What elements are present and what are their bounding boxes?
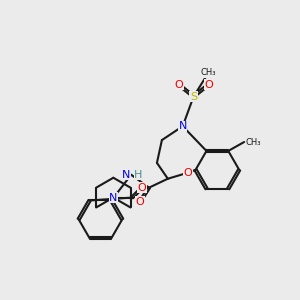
Text: O: O: [136, 196, 145, 206]
Text: N: N: [178, 121, 187, 131]
Text: O: O: [174, 80, 183, 90]
Text: CH₃: CH₃: [245, 137, 261, 146]
Text: O: O: [183, 168, 192, 178]
Text: O: O: [204, 80, 213, 90]
Text: CH₃: CH₃: [201, 68, 216, 77]
Text: S: S: [190, 92, 197, 101]
Text: N: N: [122, 170, 130, 180]
Text: H: H: [134, 170, 142, 180]
Text: O: O: [138, 183, 146, 193]
Text: N: N: [109, 193, 118, 202]
